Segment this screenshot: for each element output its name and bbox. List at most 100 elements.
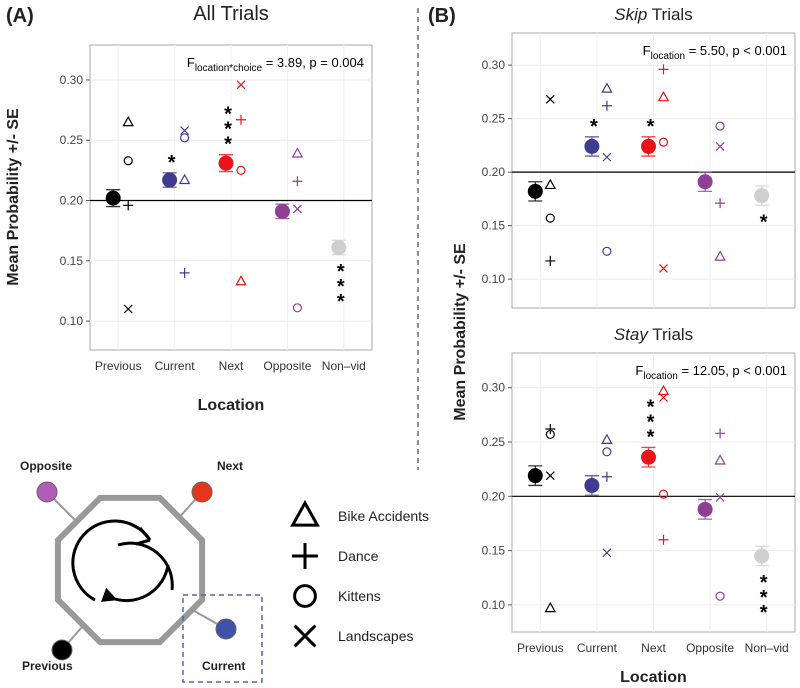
stimulus-point [715, 198, 726, 209]
diagram [46, 491, 263, 683]
stimulus-point [123, 156, 133, 166]
x-tick-label: Current [577, 641, 618, 655]
mean-point [641, 138, 656, 154]
mean-point [218, 155, 234, 171]
legend-symbol [293, 624, 317, 648]
stimulus-point [715, 141, 725, 151]
title-part: Skip [614, 5, 647, 24]
legend-symbol [292, 543, 318, 569]
title-part: Stay [614, 325, 650, 344]
node-label: Current [202, 659, 245, 673]
stimulus-point [292, 204, 302, 214]
panel-label: (A) [6, 5, 34, 27]
annotation-symbol: F [635, 363, 643, 378]
stimulus-point [657, 384, 670, 396]
significance: *** [640, 396, 662, 441]
stimulus-point [602, 548, 612, 558]
panel-label: (B) [428, 5, 456, 27]
y-axis-label: Mean Probability +/- SE [5, 108, 22, 286]
mean-point [162, 172, 178, 188]
x-tick-label: Non–vid [322, 359, 366, 373]
y-tick-label: 0.10 [482, 598, 506, 612]
x-tick-label: Current [155, 359, 196, 373]
stimulus-point [544, 601, 557, 613]
mean-point [697, 174, 713, 190]
intersection [54, 494, 206, 646]
mean-point [584, 477, 600, 493]
stimulus-point [658, 489, 669, 499]
legend-label: Bike Accidents [338, 508, 429, 524]
stimulus-point [714, 454, 726, 465]
stimulus-point [714, 250, 726, 261]
x-tick-label: Opposite [263, 359, 311, 373]
mean-point [527, 183, 543, 199]
stimulus-point [235, 275, 247, 286]
stimulus-point [545, 423, 556, 434]
stimulus-point [545, 429, 555, 440]
stimulus-point [715, 492, 725, 502]
significance: *** [217, 104, 239, 149]
y-axis-label: Mean Probability +/- SE [452, 243, 469, 421]
x-tick-label: Previous [95, 359, 142, 373]
stimulus-point [601, 433, 613, 444]
stimulus-point [715, 428, 726, 439]
stimulus-point [601, 471, 612, 482]
stimulus-point [601, 82, 613, 93]
x-tick-label: Previous [517, 641, 564, 655]
y-tick-label: 0.10 [60, 314, 84, 328]
chart-title: All Trials [193, 3, 269, 25]
stimulus-point [123, 200, 134, 211]
stimulus-point [123, 304, 133, 314]
significance: * [583, 116, 605, 131]
significance: *** [330, 261, 352, 306]
stimulus-point [657, 90, 670, 102]
x-tick-label: Non–vid [745, 641, 789, 655]
y-tick-label: 0.10 [482, 272, 506, 286]
node-label: Next [217, 459, 243, 473]
title-part: Trials [648, 325, 693, 344]
y-tick-label: 0.20 [482, 489, 506, 503]
y-tick-label: 0.25 [482, 112, 506, 126]
stimulus-point [292, 303, 302, 313]
stimulus-point [601, 100, 612, 111]
y-tick-label: 0.20 [482, 165, 506, 179]
location-node [215, 618, 237, 640]
y-tick-label: 0.25 [482, 435, 506, 449]
x-axis-label: Location [198, 397, 265, 414]
node-label: Opposite [20, 459, 72, 473]
annotation: Flocation = 12.05, p < 0.001 [635, 363, 787, 382]
stimulus-point [291, 147, 304, 158]
mean-point [274, 203, 290, 219]
arrow-head [135, 527, 152, 546]
mean-point [331, 240, 347, 256]
stimulus-point [180, 133, 190, 143]
stimulus-point [715, 591, 725, 601]
stimulus-point [545, 94, 555, 104]
mean-point [641, 449, 656, 465]
stimulus-point [292, 176, 303, 187]
stimulus-point [122, 115, 134, 127]
annotation-symbol: F [187, 55, 195, 70]
stimulus-point [659, 393, 668, 402]
mean-point [527, 468, 543, 484]
x-tick-label: Next [219, 359, 244, 373]
mean-point [754, 188, 770, 204]
annotation-subscript: location*choice [195, 63, 263, 74]
stimulus-point [236, 165, 246, 175]
arrow [100, 564, 170, 603]
y-tick-label: 0.30 [60, 73, 84, 87]
annotation-symbol: F [643, 43, 651, 58]
highlight-box [182, 594, 263, 683]
y-tick-label: 0.25 [60, 133, 84, 147]
stimulus-point [658, 137, 669, 147]
annotation-subscript: location [651, 51, 685, 62]
mean-point [697, 501, 713, 517]
x-axis-label: Location [620, 669, 687, 686]
stimulus-point [658, 534, 669, 545]
stimulus-point [602, 152, 612, 162]
significance: *** [753, 572, 775, 617]
significance: * [753, 211, 775, 226]
chart-title: Skip Trials [614, 5, 692, 24]
legend-symbol [293, 584, 317, 608]
